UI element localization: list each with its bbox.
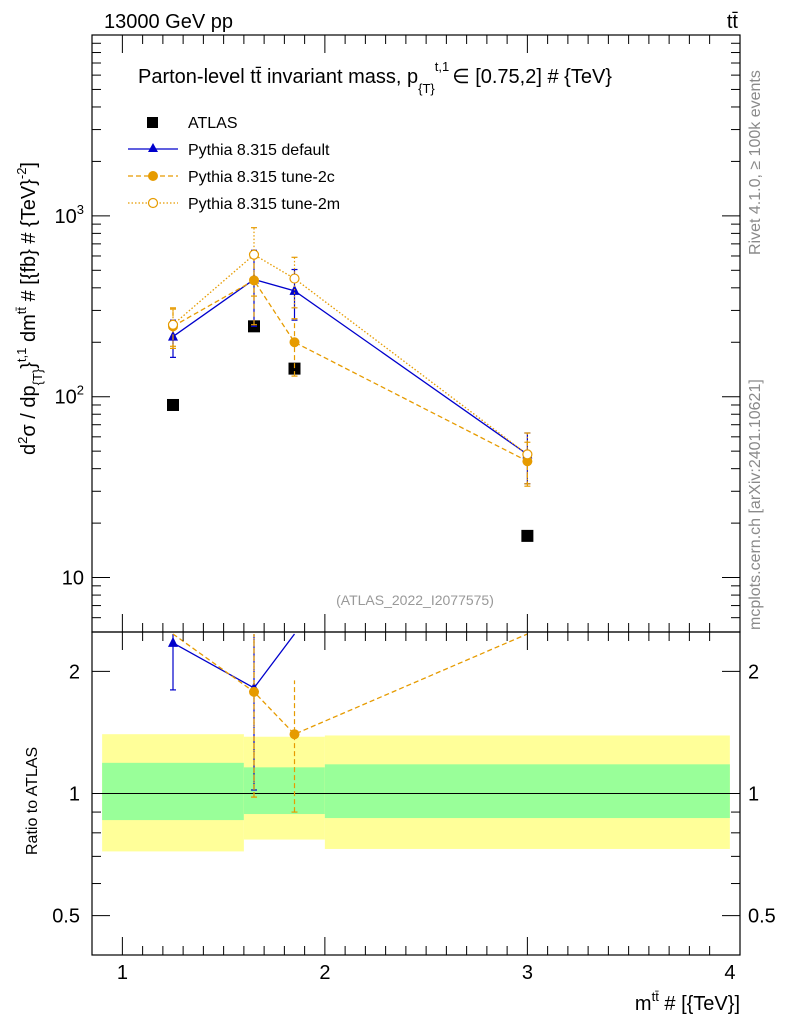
pythia-8-315-default-ratio-line [172, 633, 296, 689]
ratio-xtick-label: 2 [319, 962, 330, 984]
ratio-tick-labels: 0.5 0.5 1 1 2 2 1 2 3 4 [52, 661, 776, 984]
main-ytick-exp: 3 [77, 202, 84, 217]
ratio-band-green [243, 767, 325, 815]
tune2c-point [289, 337, 300, 348]
ratio-bands [102, 734, 730, 852]
legend-marker-tune2c [148, 171, 158, 181]
ratio-panel: 0.5 0.5 1 1 2 2 1 2 3 4 Ratio to ATLAS mtt̄ # [{T… [24, 631, 776, 1015]
ratio-ytick-label-right: 1 [748, 784, 759, 806]
legend: ATLAS Pythia 8.315 default Pythia 8.315 … [128, 115, 340, 213]
main-ytick-label: 103 [55, 202, 84, 228]
ratio-xtick-label: 3 [522, 962, 533, 984]
ratio-band-green [102, 762, 244, 821]
main-ytick-base: 10 [55, 206, 77, 228]
header-left: 13000 GeV pp [104, 11, 233, 33]
pythia-8-315-tune-2c-line [172, 279, 528, 462]
main-ytick-base: 10 [55, 387, 77, 409]
ratio-xtick-label: 4 [724, 962, 735, 984]
legend-marker-tune2m [147, 197, 159, 209]
ratio-ytick-label-right: 2 [748, 661, 759, 683]
title-sup: t,1 [435, 59, 449, 74]
atlas-point [288, 362, 301, 375]
legend-label-atlas: ATLAS [188, 115, 238, 132]
main-ticks [92, 35, 740, 633]
title-tail: ∈ [0.75,2] # {TeV} [452, 66, 612, 88]
rivet-label: Rivet 4.1.0, ≥ 100k events [747, 70, 764, 255]
default-ratio-point [168, 636, 178, 647]
tune2m-point [522, 449, 533, 460]
main-ytick-exp: 2 [77, 383, 84, 398]
tune2m-point [289, 273, 300, 284]
legend-label-tune2m: Pythia 8.315 tune-2m [188, 196, 340, 213]
atlas-point [167, 398, 179, 411]
main-ytick-label: 102 [55, 383, 84, 409]
ratio-ylabel: Ratio to ATLAS [24, 747, 41, 855]
tune2c-ratio-point [289, 729, 300, 740]
legend-label-default: Pythia 8.315 default [188, 142, 330, 159]
ratio-ytick-label-left: 0.5 [52, 906, 80, 928]
tune2m-point [167, 319, 179, 330]
legend-label-tune2c: Pythia 8.315 tune-2c [188, 169, 335, 186]
pythia-8-315-default-line [172, 278, 528, 455]
tune2c-point [249, 275, 259, 286]
legend-marker-atlas [147, 117, 158, 128]
ratio-band-green [324, 764, 730, 819]
ratio-ytick-label-right: 0.5 [748, 906, 776, 928]
mcplots-label: mcplots.cern.ch [arXiv:2401.10621] [747, 379, 764, 630]
ratio-ytick-label-left: 2 [69, 661, 80, 683]
pythia-8-315-tune-2m-line [172, 253, 528, 455]
ratio-ticks [92, 632, 740, 956]
legend-marker-default [148, 143, 158, 152]
title-sub: {T} [418, 81, 435, 96]
header-right: tt̄ [727, 11, 739, 33]
main-ylabel: d2σ / dp{T}}t,1 dmtt̄ # [{fb} # {TeV}-2] [14, 162, 45, 455]
tune2m-point [248, 249, 260, 260]
ratio-ytick-label-left: 1 [69, 784, 80, 806]
ratio-xtick-label: 1 [117, 962, 128, 984]
analysis-watermark: (ATLAS_2022_I2077575) [336, 592, 494, 608]
ratio-series [168, 633, 528, 813]
atlas-point [521, 529, 534, 542]
chart-title: Parton-level tt̄ invariant mass, p{T}t,1… [138, 59, 612, 96]
main-ytick-label: 10 [62, 568, 84, 590]
pythia-8-315-tune-2c-ratio-line [172, 633, 528, 735]
xlabel: mtt̄ # [{TeV}] [635, 989, 740, 1015]
main-series [167, 227, 534, 542]
title-main: Parton-level tt̄ invariant mass, p [138, 66, 418, 88]
